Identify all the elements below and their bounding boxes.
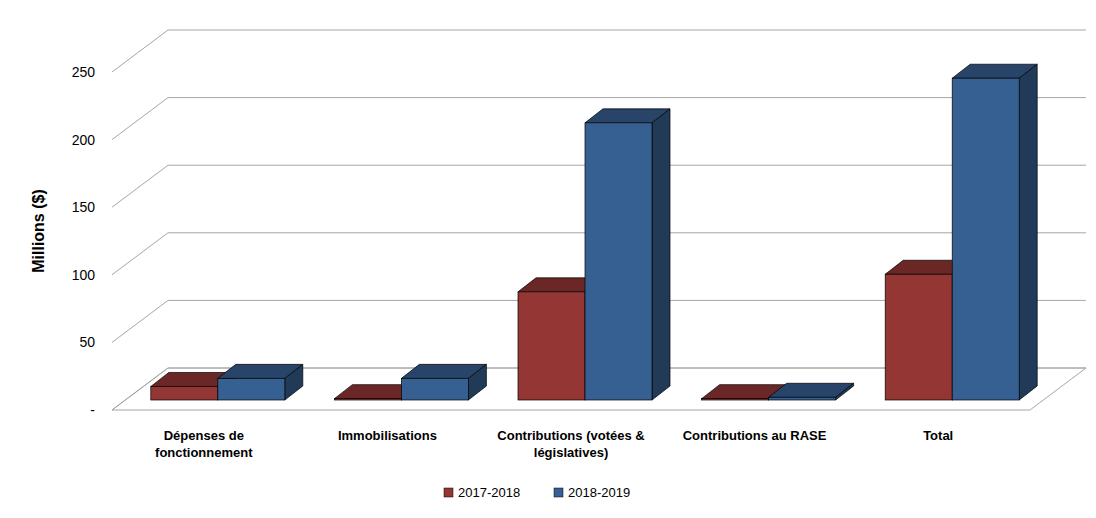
bar-side [652,109,670,400]
bar [585,109,670,400]
grid-line [112,30,1086,72]
bar-front [218,378,285,400]
legend-label: 2018-2019 [568,485,630,500]
legend-label: 2017-2018 [458,485,520,500]
bar-front [702,399,769,400]
chart: - 50 100 150 200 250 Millions ($) 2017-2018 2018… [0,0,1096,518]
bar-side [836,383,854,400]
tick-label: - [90,402,95,418]
bar-side [285,364,303,400]
bar-side [468,364,486,400]
category-label: Immobilisations [301,427,473,444]
category-label: Total [852,427,1024,444]
tick-label: 200 [72,132,96,148]
category-label: Contributions (votées & législatives) [485,427,657,461]
legend-swatch [554,488,563,497]
bar-front [518,292,585,400]
grid [112,30,1086,410]
tick-label: 250 [72,64,96,80]
bars [151,64,1037,400]
bar-front [885,274,952,400]
bar [401,364,486,400]
bar [952,64,1037,400]
category-label: Dépenses de fonctionnement [118,427,290,461]
legend-swatch [444,488,453,497]
bar [218,364,303,400]
bar-front [585,123,652,400]
bar-side [1019,64,1037,400]
bar [769,383,854,400]
bar-front [401,378,468,400]
bar-front [769,397,836,400]
category-label: Contributions au RASE [669,427,841,444]
bar-front [151,386,218,400]
tick-label: 100 [72,267,96,283]
tick-label: 150 [72,199,96,215]
axis-title: Millions ($) [30,189,47,273]
bar-front [952,78,1019,400]
legend: 2017-2018 2018-2019 [444,485,630,500]
bar-front [334,399,401,400]
tick-label: 50 [79,334,95,350]
